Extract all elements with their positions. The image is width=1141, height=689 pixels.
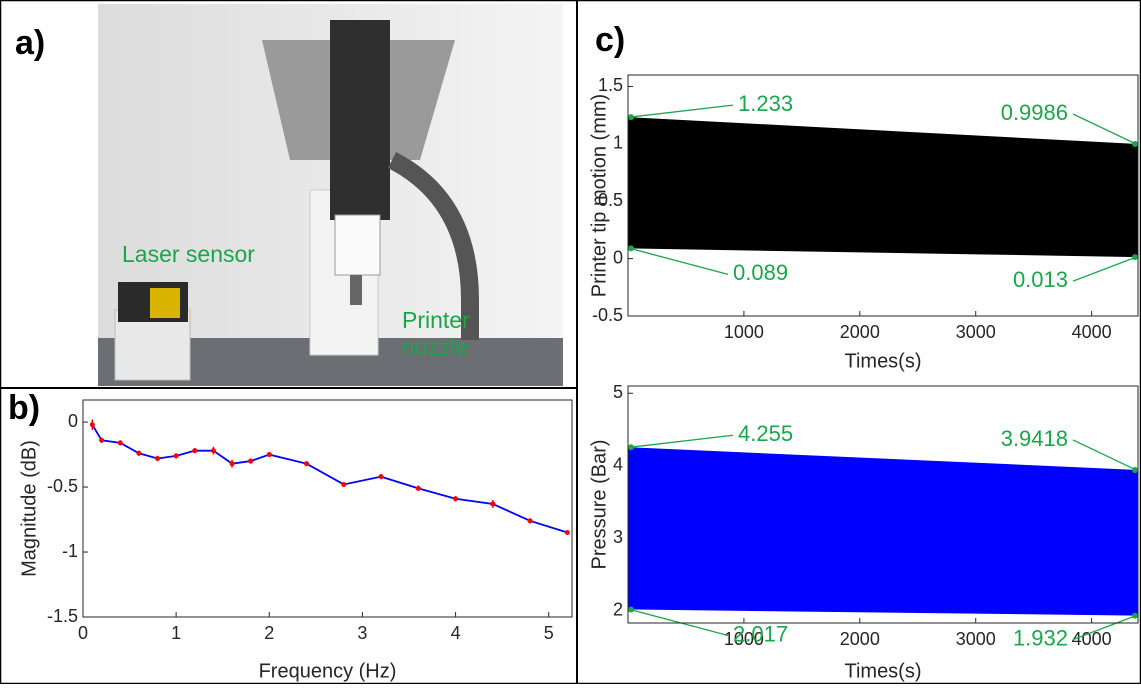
photo [98, 4, 563, 386]
x-tick-label: 1 [171, 623, 181, 643]
annotation-arrow [629, 247, 729, 276]
annotation-arrow [629, 104, 734, 118]
y-tick-label: -1.5 [47, 606, 78, 626]
y-tick-label: 0 [613, 247, 623, 267]
y-tick-label: 5 [613, 382, 623, 402]
x-tick-label: 4 [451, 623, 461, 643]
annotation: 0.9986 [1001, 100, 1068, 125]
photo-label: nozzle [402, 334, 468, 360]
y-tick-label: 1 [613, 133, 623, 153]
marker [89, 422, 95, 428]
annotation-tip [1132, 254, 1138, 261]
annotation-tip [628, 444, 634, 451]
marker [155, 455, 161, 461]
annotation-arrow [1072, 439, 1137, 471]
y-tick-label: 4 [613, 454, 623, 474]
annotation-arrow [1072, 256, 1137, 282]
x-tick-label: 1000 [724, 322, 764, 342]
annotation: 2.017 [733, 621, 788, 646]
x-tick-label: 3 [357, 623, 367, 643]
y-tick-label: 3 [613, 527, 623, 547]
annotation-tip [628, 606, 634, 613]
panel-label: c) [595, 21, 625, 59]
x-tick-label: 2 [264, 623, 274, 643]
annotation-tip [628, 114, 634, 121]
x-tick-label: 3000 [956, 629, 996, 649]
marker [229, 461, 235, 467]
marker [248, 458, 254, 464]
y-axis-label: Magnitude (dB) [18, 440, 40, 577]
annotation-tip [628, 245, 634, 252]
x-tick-label: 3000 [956, 322, 996, 342]
y-tick-label: -0.5 [47, 476, 78, 496]
x-tick-label: 5 [544, 623, 554, 643]
x-tick-label: 4000 [1072, 322, 1112, 342]
y-tick-label: 1.5 [598, 75, 623, 95]
x-tick-label: 2000 [840, 322, 880, 342]
marker [490, 501, 496, 507]
annotation-arrow [629, 434, 734, 448]
x-tick-label: 4000 [1072, 629, 1112, 649]
annotation: 1.233 [738, 91, 793, 116]
x-tick-label: 1000 [724, 629, 764, 649]
annotation: 0.089 [733, 260, 788, 285]
y-axis-label: Pressure (Bar) [588, 439, 610, 569]
axis-box [82, 399, 573, 618]
band [628, 117, 1138, 258]
marker [378, 474, 384, 480]
axis-box [627, 385, 1139, 624]
photo-label: Laser sensor [122, 241, 255, 267]
marker [99, 437, 105, 443]
plot-area [83, 400, 572, 617]
marker [341, 481, 347, 487]
marker [453, 496, 459, 502]
marker [173, 453, 179, 459]
x-axis-label: Times(s) [844, 660, 921, 682]
x-tick-label: 0 [78, 623, 88, 643]
x-axis-label: Frequency (Hz) [259, 660, 397, 682]
axis-box [627, 74, 1139, 317]
y-tick-label: 0.5 [598, 190, 623, 210]
annotation: 1.932 [1013, 625, 1068, 650]
panel-label: b) [8, 389, 40, 427]
y-tick-label: -0.5 [592, 305, 623, 325]
annotation-tip [1132, 612, 1138, 619]
annotation-tip [1132, 141, 1138, 148]
photo-label: Printer [402, 307, 470, 333]
annotation-arrow [1072, 113, 1137, 145]
marker [266, 452, 272, 458]
marker [210, 448, 216, 454]
annotation: 4.255 [738, 421, 793, 446]
panel-label: a) [15, 24, 45, 62]
marker [564, 530, 570, 536]
y-tick-label: 0 [68, 411, 78, 431]
marker [136, 450, 142, 456]
marker [527, 518, 533, 524]
y-tick-label: 2 [613, 599, 623, 619]
annotation-arrow [629, 608, 729, 637]
x-tick-label: 2000 [840, 629, 880, 649]
marker [192, 448, 198, 454]
annotation-arrow [1072, 614, 1137, 641]
annotation-tip [1132, 466, 1138, 473]
marker [304, 461, 310, 467]
marker [415, 485, 421, 491]
x-axis-label: Times(s) [844, 350, 921, 372]
y-tick-label: -1 [62, 541, 78, 561]
y-axis-label: Printer tip motion (mm) [588, 94, 610, 297]
annotation: 3.9418 [1001, 426, 1068, 451]
band [628, 447, 1138, 616]
marker [117, 440, 123, 446]
annotation: 0.013 [1013, 267, 1068, 292]
